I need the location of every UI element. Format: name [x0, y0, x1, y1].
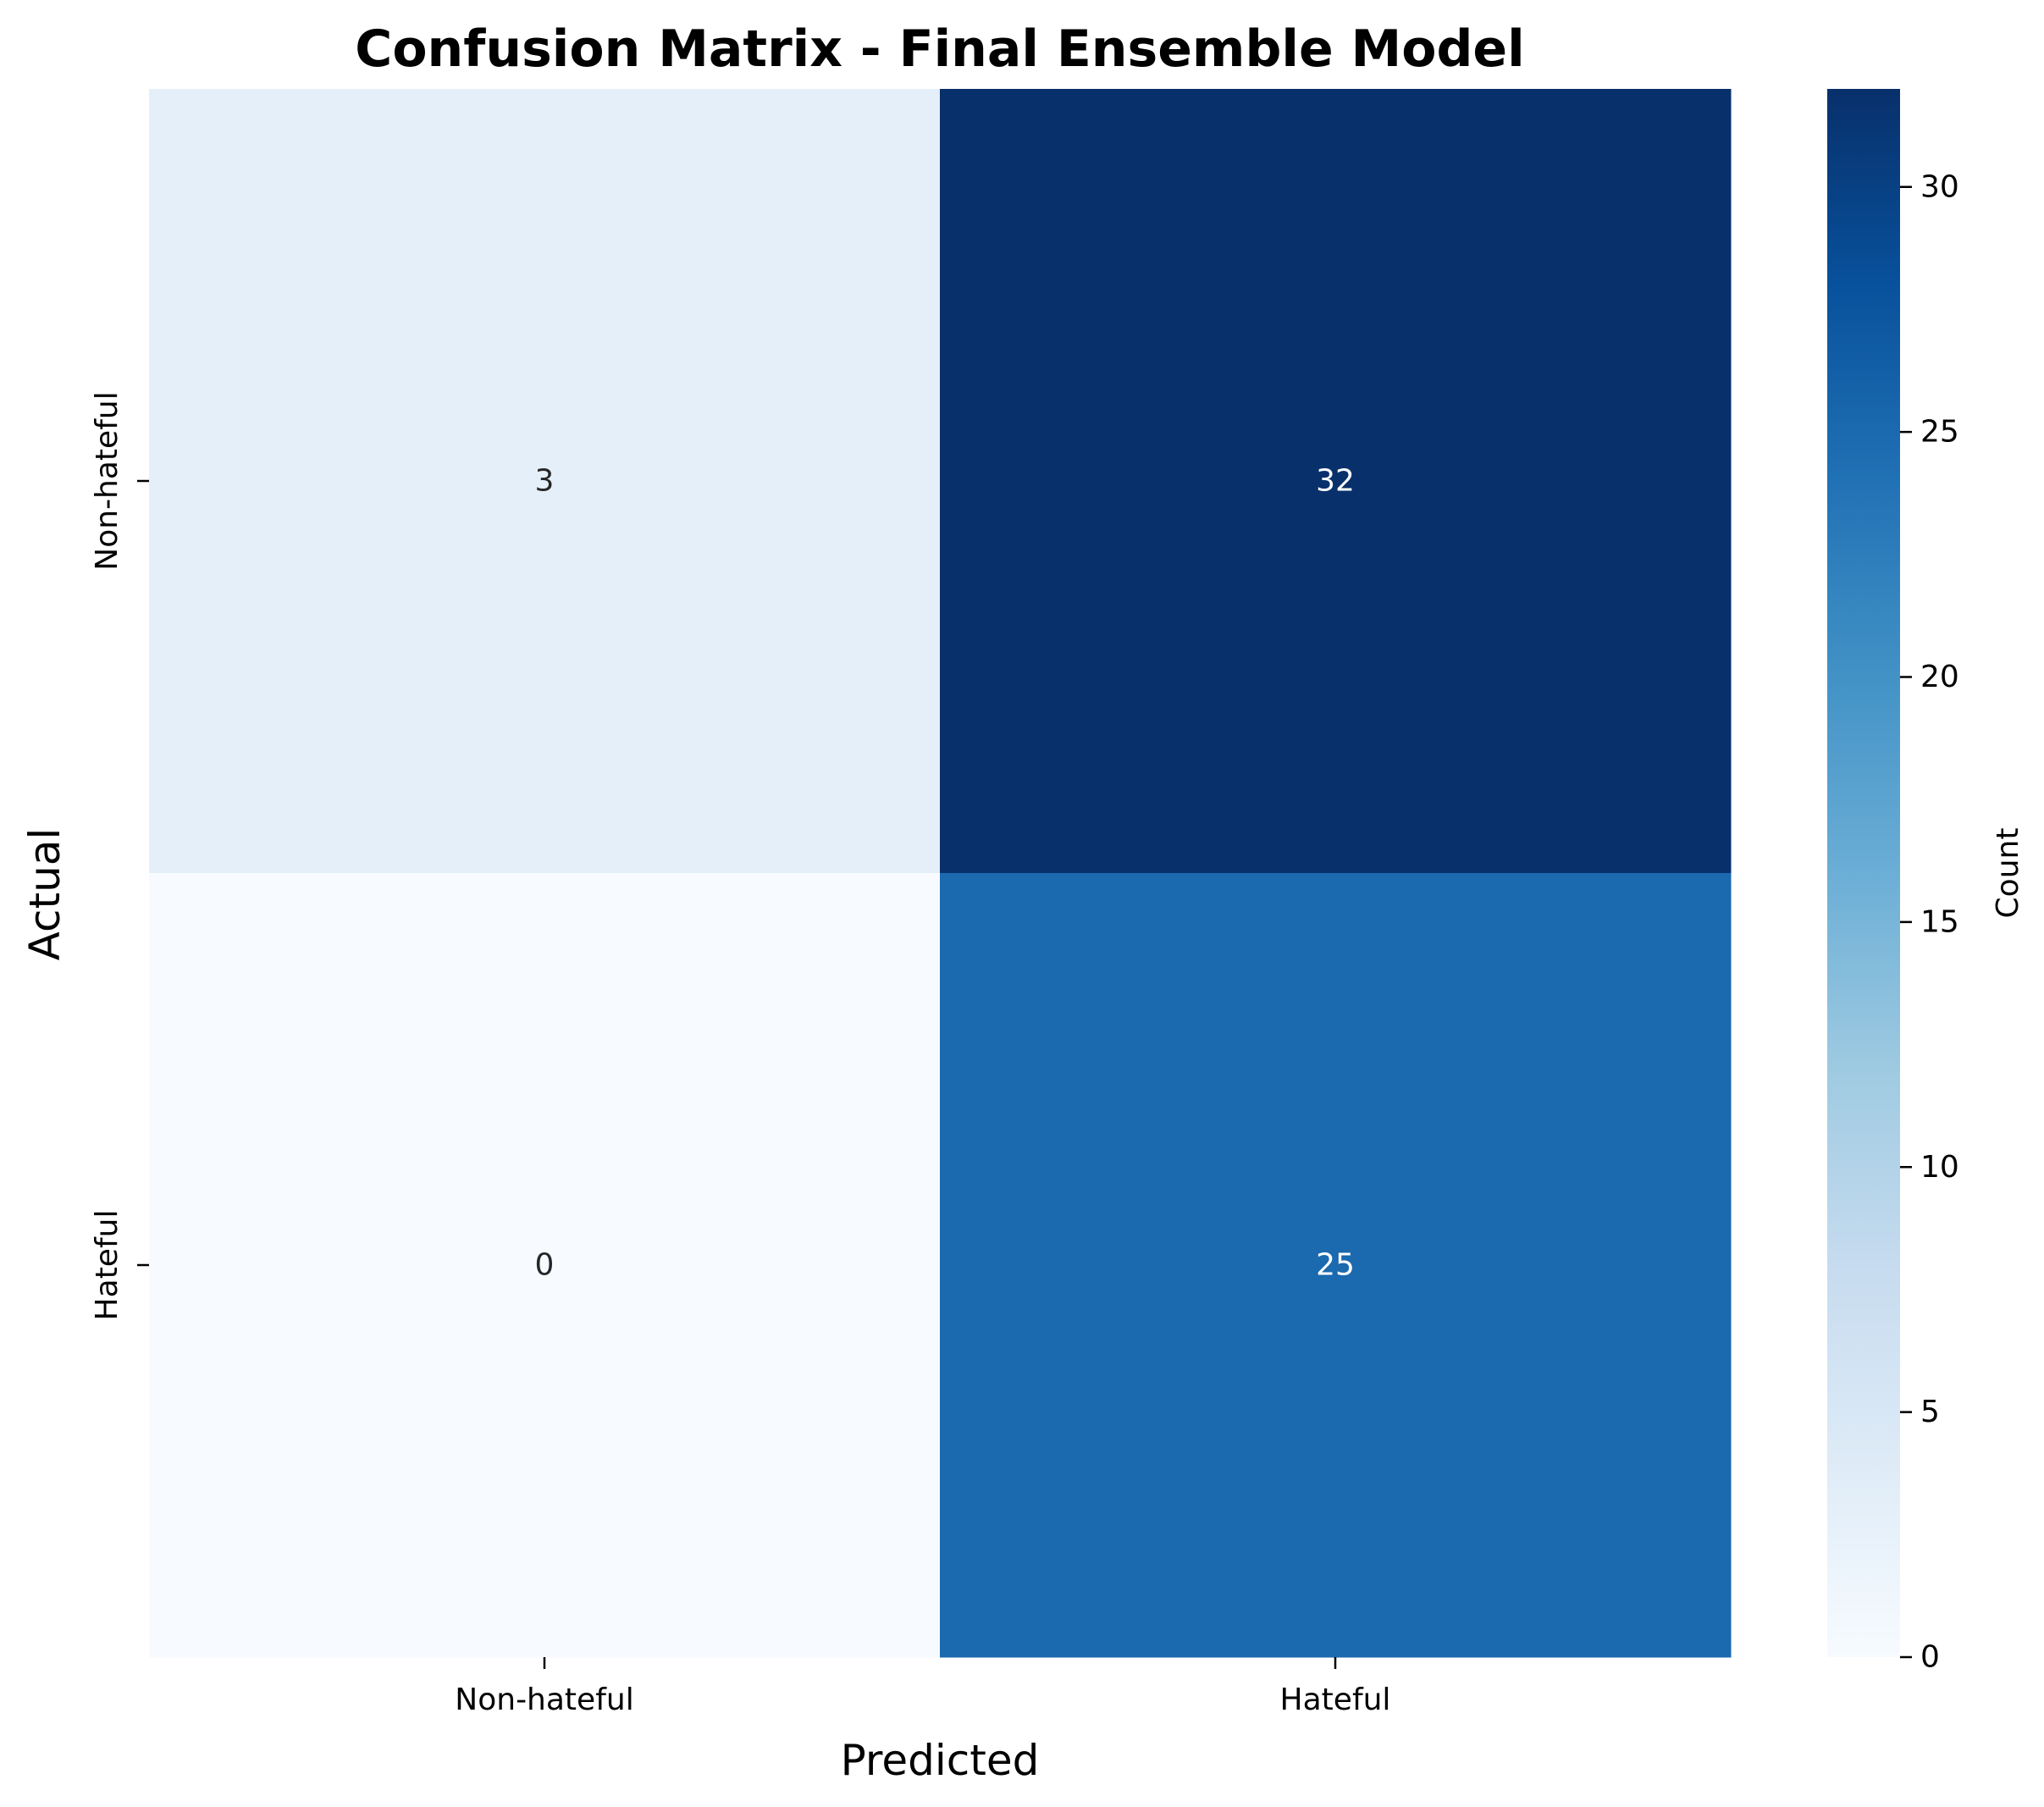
heatmap-cell-value: 0	[535, 1248, 555, 1283]
heatmap-cell	[149, 89, 941, 874]
heatmap-cells	[149, 89, 1732, 1658]
colorbar-label: Count	[1991, 828, 2025, 919]
colorbar-tick-label: 0	[1920, 1640, 1940, 1675]
x-axis-label: Predicted	[841, 1736, 1040, 1785]
y-tick-label: Hateful	[90, 1210, 124, 1321]
heatmap-cell-value: 32	[1316, 464, 1355, 499]
heatmap-cell-value: 25	[1316, 1248, 1355, 1283]
heatmap-cell-labels: 3 32 0 25	[535, 464, 1355, 1283]
x-tick-label: Non-hateful	[455, 1683, 633, 1717]
colorbar-tick-label: 10	[1920, 1150, 1959, 1185]
colorbar-tick-label: 5	[1920, 1395, 1940, 1429]
heatmap-cell	[940, 89, 1732, 874]
y-axis-ticks: Non-hateful Hateful	[90, 391, 149, 1320]
colorbar-ticks: 0 5 10 15 20 25 30	[1900, 169, 1959, 1675]
x-axis-ticks: Non-hateful Hateful	[455, 1657, 1390, 1717]
y-tick-label: Non-hateful	[90, 391, 124, 570]
colorbar-tick-label: 30	[1920, 169, 1959, 204]
heatmap-cell	[940, 873, 1732, 1658]
heatmap-cell	[149, 873, 941, 1658]
colorbar-tick-label: 25	[1920, 415, 1959, 450]
y-axis-label: Actual	[20, 828, 69, 961]
colorbar: 0 5 10 15 20 25 30 Count	[1827, 89, 2025, 1675]
heatmap-cell-value: 3	[535, 464, 555, 499]
colorbar-tick-label: 20	[1920, 660, 1959, 694]
x-tick-label: Hateful	[1280, 1683, 1391, 1717]
colorbar-gradient	[1827, 89, 1900, 1657]
colorbar-tick-label: 15	[1920, 904, 1959, 939]
chart-title: Confusion Matrix - Final Ensemble Model	[355, 19, 1524, 79]
